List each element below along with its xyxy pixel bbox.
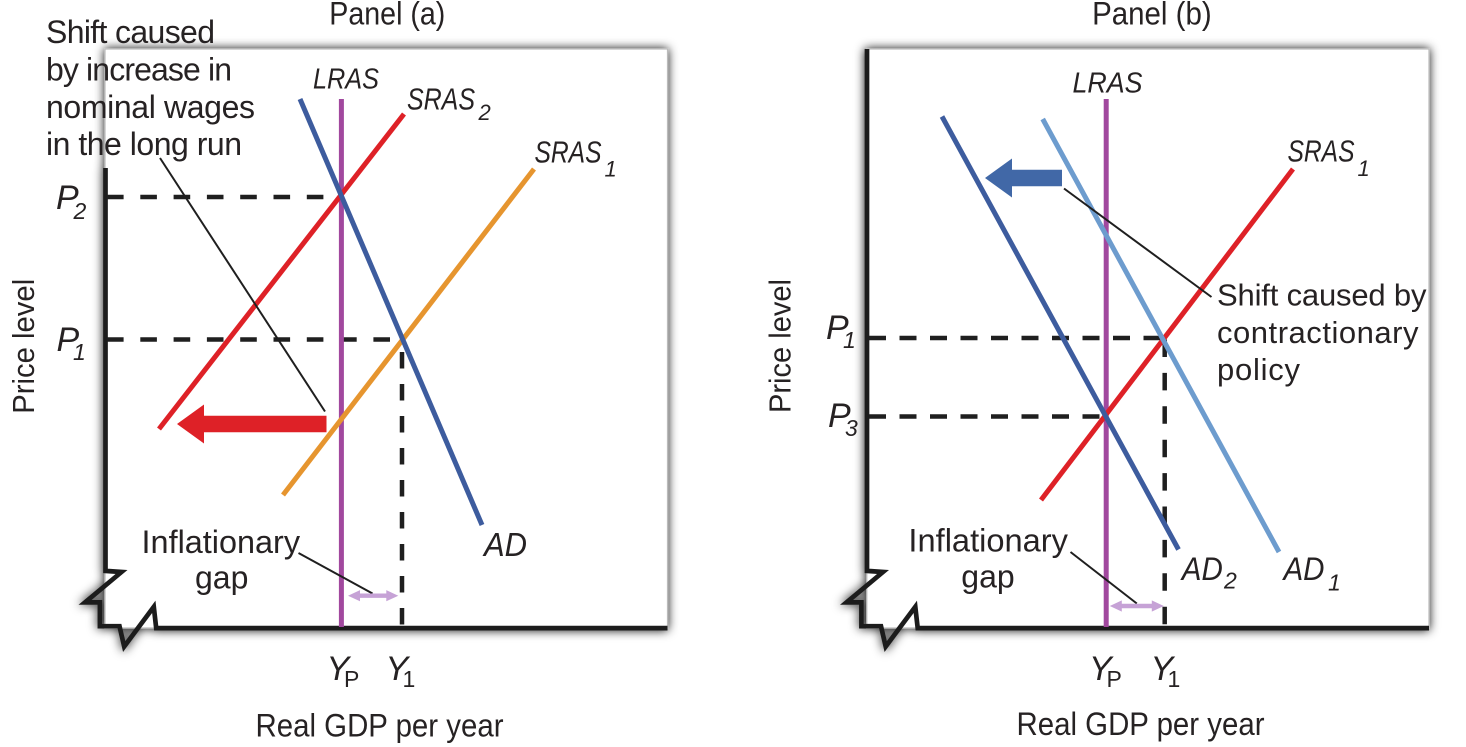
- svg-text:2: 2: [478, 100, 491, 125]
- svg-text:P: P: [56, 179, 79, 217]
- svg-text:SRAS: SRAS: [1288, 134, 1355, 169]
- svg-text:LRAS: LRAS: [1073, 68, 1144, 100]
- svg-text:Price level: Price level: [763, 279, 798, 413]
- svg-text:1: 1: [1328, 570, 1341, 596]
- svg-text:Real GDP per year: Real GDP per year: [1017, 706, 1265, 742]
- svg-text:Y: Y: [327, 650, 352, 688]
- svg-text:1: 1: [1358, 156, 1370, 181]
- svg-text:policy: policy: [1217, 352, 1301, 387]
- svg-text:2: 2: [1223, 568, 1237, 594]
- svg-text:AD: AD: [482, 526, 527, 563]
- svg-text:Y: Y: [1151, 650, 1176, 688]
- svg-text:3: 3: [845, 415, 858, 441]
- svg-text:P: P: [826, 309, 849, 347]
- svg-text:P: P: [57, 321, 80, 359]
- svg-text:Y: Y: [386, 650, 411, 688]
- svg-text:AD: AD: [1282, 551, 1325, 587]
- svg-text:SRAS: SRAS: [407, 82, 475, 117]
- svg-text:gap: gap: [961, 559, 1014, 595]
- svg-text:1: 1: [605, 157, 617, 182]
- svg-text:nominal wages: nominal wages: [46, 89, 255, 125]
- svg-text:P: P: [828, 397, 851, 435]
- svg-text:1: 1: [1168, 666, 1181, 692]
- svg-text:Y: Y: [1089, 650, 1114, 688]
- svg-text:Shift caused: Shift caused: [46, 14, 215, 50]
- svg-text:1: 1: [403, 666, 416, 692]
- svg-text:2: 2: [73, 198, 87, 224]
- svg-text:Real GDP per year: Real GDP per year: [256, 708, 504, 744]
- svg-text:by increase in: by increase in: [46, 51, 232, 87]
- svg-text:P: P: [1107, 666, 1122, 692]
- svg-text:gap: gap: [195, 560, 248, 596]
- svg-text:AD: AD: [1180, 551, 1223, 587]
- svg-text:1: 1: [843, 327, 856, 353]
- svg-text:Panel (a): Panel (a): [329, 0, 445, 32]
- svg-text:Inflationary: Inflationary: [908, 523, 1068, 559]
- svg-text:Price level: Price level: [6, 279, 41, 414]
- svg-text:Inflationary: Inflationary: [142, 524, 301, 560]
- svg-text:in the long run: in the long run: [46, 126, 242, 162]
- svg-text:LRAS: LRAS: [313, 64, 380, 96]
- svg-text:contractionary: contractionary: [1217, 315, 1419, 350]
- svg-text:1: 1: [73, 339, 86, 365]
- svg-text:Shift caused by: Shift caused by: [1217, 278, 1427, 313]
- svg-text:P: P: [344, 666, 359, 692]
- svg-text:SRAS: SRAS: [535, 135, 602, 170]
- svg-text:Panel (b): Panel (b): [1092, 0, 1212, 32]
